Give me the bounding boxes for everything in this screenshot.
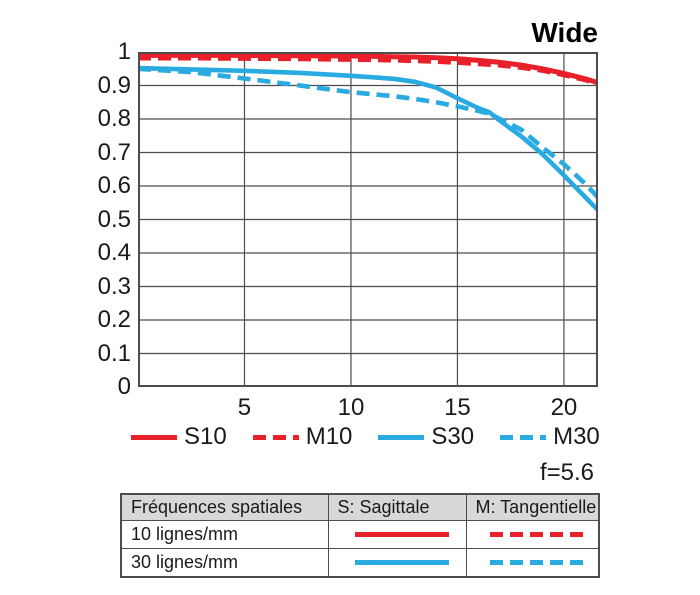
x-tick-label: 5: [237, 394, 252, 421]
solid-red-line-icon: [354, 532, 449, 537]
y-tick-label: 0.6: [97, 172, 131, 199]
legend-item-s10: S10: [131, 423, 227, 451]
legend-label-s30: S30: [431, 423, 475, 450]
y-tick-label: 0.7: [97, 138, 131, 166]
mtf-plot-svg: [138, 52, 598, 387]
y-tick-label: 0.8: [97, 105, 131, 132]
row-label-30-lines: 30 lignes/mm: [120, 548, 329, 578]
cell-m10-sample: [465, 520, 600, 549]
cell-s30-sample: [327, 548, 467, 578]
dashed-blue-line-icon: [489, 560, 584, 565]
legend-item-m30: M30: [500, 423, 600, 451]
table-row-30-lines: 30 lignes/mm: [120, 548, 600, 578]
chart-legend: S10 M10 S30 M30: [131, 423, 600, 451]
plot-frame: [138, 52, 598, 387]
x-tick-label: 20: [550, 394, 578, 421]
dashed-red-line-icon: [489, 532, 584, 537]
legend-label-s10: S10: [184, 423, 227, 450]
legend-item-m10: M10: [252, 423, 353, 451]
y-tick-label: 0.3: [97, 272, 131, 300]
table-header-tangential: M: Tangentielle: [465, 493, 600, 521]
y-tick-label: 0.1: [97, 339, 131, 367]
cell-m30-sample: [465, 548, 600, 578]
spatial-frequency-table: Fréquences spatiales S: Sagittale M: Tan…: [120, 493, 600, 578]
m30-curve: [138, 66, 598, 199]
y-tick-label: 1: [117, 38, 131, 65]
x-tick-label: 15: [444, 394, 471, 421]
table-header-row: Fréquences spatiales S: Sagittale M: Tan…: [120, 493, 600, 521]
y-tick-label: 0.5: [97, 205, 131, 233]
aperture-label: f=5.6: [539, 459, 594, 486]
y-tick-label: 0: [117, 373, 131, 400]
table-header-frequencies: Fréquences spatiales: [120, 493, 329, 521]
table-row-10-lines: 10 lignes/mm: [120, 520, 600, 549]
y-tick-label: 0.4: [97, 239, 131, 266]
s10-curve: [138, 52, 598, 86]
plot-area: [138, 52, 598, 387]
legend-label-m10: M10: [305, 423, 353, 450]
table-header-sagittal: S: Sagittale: [327, 493, 467, 521]
y-tick-label: 0.9: [97, 71, 131, 99]
y-tick-label: 0.2: [97, 306, 131, 333]
cell-s10-sample: [327, 520, 467, 549]
s30-solid-blue-line-icon: [378, 434, 425, 440]
legend-item-s30: S30: [378, 423, 474, 451]
m30-dashed-blue-line-icon: [500, 434, 547, 440]
m10-dashed-red-line-icon: [252, 434, 299, 440]
x-tick-label: 10: [337, 394, 365, 421]
legend-label-m30: M30: [553, 423, 600, 450]
row-label-10-lines: 10 lignes/mm: [120, 520, 329, 549]
solid-blue-line-icon: [354, 560, 449, 565]
s30-curve: [138, 65, 598, 212]
s10-solid-red-line-icon: [131, 434, 177, 440]
chart-title: Wide: [531, 17, 598, 48]
